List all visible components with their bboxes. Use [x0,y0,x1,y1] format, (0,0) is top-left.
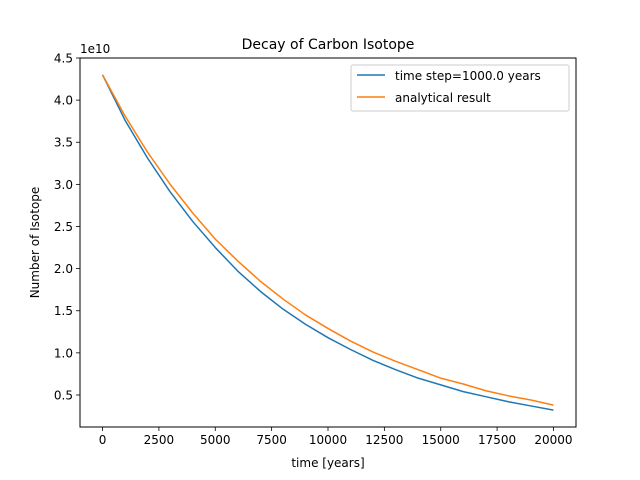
x-tick-label: 17500 [478,433,516,447]
x-axis-ticks: 0 2500 5000 7500 10000 12500 15000 17500 20000 [99,427,573,447]
series-layer [101,74,554,411]
y-tick-label: 4.5 [54,52,73,66]
series-line-1 [101,74,554,406]
x-tick-label: 5000 [200,433,231,447]
legend-label-analytical: analytical result [395,91,491,105]
y-axis-ticks: 0.5 1.0 1.5 2.0 2.5 3.0 3.5 4.0 4.5 [54,52,80,402]
y-tick-label: 0.5 [54,388,73,402]
x-tick-label: 7500 [256,433,287,447]
y-tick-label: 1.5 [54,304,73,318]
legend-label-timestep: time step=1000.0 years [395,69,541,83]
x-tick-label: 12500 [365,433,403,447]
y-tick-label: 2.0 [54,262,73,276]
y-offset-label: 1e10 [80,42,110,56]
y-tick-label: 4.0 [54,94,73,108]
x-tick-label: 15000 [422,433,460,447]
series-line-0 [101,74,554,411]
x-tick-label: 20000 [534,433,572,447]
y-tick-label: 3.0 [54,178,73,192]
legend: time step=1000.0 years analytical result [350,64,570,112]
y-axis-label: Number of Isotope [28,187,42,299]
y-tick-label: 2.5 [54,220,73,234]
plot-frame [79,57,577,428]
legend-box [350,64,570,112]
y-tick-label: 3.5 [54,136,73,150]
x-tick-label: 2500 [144,433,175,447]
plot-area [80,58,576,427]
x-tick-label: 10000 [309,433,347,447]
x-axis-label: time [years] [291,456,364,470]
y-tick-label: 1.0 [54,346,73,360]
x-tick-label: 0 [99,433,107,447]
chart-title: Decay of Carbon Isotope [242,37,415,53]
